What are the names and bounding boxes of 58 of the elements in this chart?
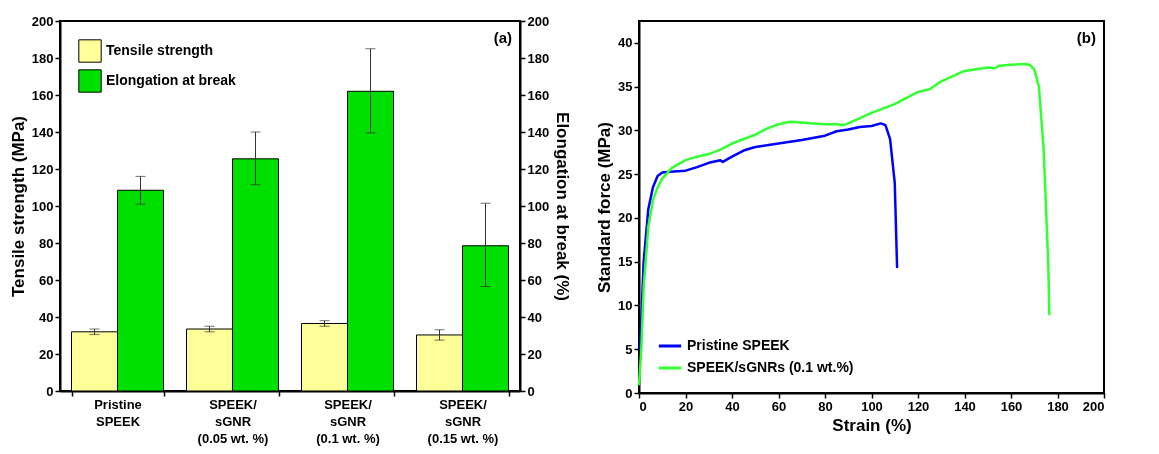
y-tick-label: 180 <box>31 50 54 66</box>
x-tick-label: 60 <box>771 398 787 414</box>
y-tick-label: 80 <box>39 235 54 251</box>
line-series <box>637 62 1051 386</box>
y2-tick-label: 60 <box>527 272 542 288</box>
legend-label: Tensile strength <box>106 42 214 58</box>
legend-label: SPEEK/sGNRs (0.1 wt.%) <box>687 359 854 375</box>
line-series <box>638 122 899 351</box>
y-tick-label: 160 <box>31 87 54 103</box>
y-tick-label: 60 <box>39 272 54 288</box>
annotation: (a) <box>493 29 512 46</box>
x-tick-label: 40 <box>725 398 740 414</box>
x-tick-label: 160 <box>1000 398 1023 414</box>
x-tick-label: SPEEK/ sGNR (0.1 wt. %) <box>316 396 380 446</box>
y-tick-label: 30 <box>618 122 633 138</box>
y-tick-label: 200 <box>31 13 54 29</box>
y-tick-label: 25 <box>618 166 633 182</box>
y2-tick-label: 180 <box>527 50 550 66</box>
x-tick-label: 180 <box>1047 398 1069 414</box>
annotation: (b) <box>1076 29 1096 46</box>
y2-axis-title: Elongation at break (%) <box>553 112 573 301</box>
y2-tick-label: 160 <box>527 87 550 103</box>
y-tick-label: 0 <box>625 385 633 401</box>
y-tick-label: 140 <box>31 124 54 140</box>
y2-tick-label: 120 <box>527 161 550 177</box>
x-axis-title: Strain (%) <box>832 415 912 435</box>
y-tick-label: 20 <box>39 346 54 362</box>
x-tick-label: 100 <box>861 398 883 414</box>
y2-tick-label: 40 <box>527 309 542 325</box>
y2-tick-label: 200 <box>527 13 550 29</box>
x-tick-label: 20 <box>678 398 694 414</box>
legend-label: Elongation at break <box>106 72 237 88</box>
y-tick-label: 20 <box>618 210 633 226</box>
y-tick-label: 10 <box>618 297 633 313</box>
x-tick-label: SPEEK/ sGNR (0.05 wt. %) <box>197 396 269 446</box>
y-tick-label: 0 <box>46 383 54 399</box>
y2-tick-label: 0 <box>527 383 535 399</box>
y2-tick-label: 80 <box>527 235 542 251</box>
x-tick-label: SPEEK/ sGNR (0.15 wt. %) <box>427 396 499 446</box>
x-tick-label: 80 <box>818 398 833 414</box>
y-axis-title: Standard force (MPa) <box>595 122 615 293</box>
y2-tick-label: 20 <box>527 346 542 362</box>
x-tick-label: Pristine SPEEK <box>94 396 142 429</box>
y-axis-title: Tensile strength (MPa) <box>8 115 28 298</box>
y-tick-label: 40 <box>618 35 633 51</box>
x-tick-label: 140 <box>954 398 976 414</box>
x-tick-label: 200 <box>1082 398 1105 414</box>
y2-tick-label: 140 <box>527 124 550 140</box>
y-tick-label: 5 <box>625 341 633 357</box>
y-tick-label: 15 <box>618 254 633 270</box>
x-tick-label: 0 <box>639 398 647 414</box>
legend-label: Pristine SPEEK <box>687 337 790 353</box>
x-tick-label: 120 <box>907 398 930 414</box>
y-tick-label: 120 <box>31 161 54 177</box>
y-tick-label: 35 <box>618 79 633 95</box>
y-tick-label: 40 <box>39 309 54 325</box>
y2-tick-label: 100 <box>527 198 550 214</box>
y-tick-label: 100 <box>31 198 54 214</box>
